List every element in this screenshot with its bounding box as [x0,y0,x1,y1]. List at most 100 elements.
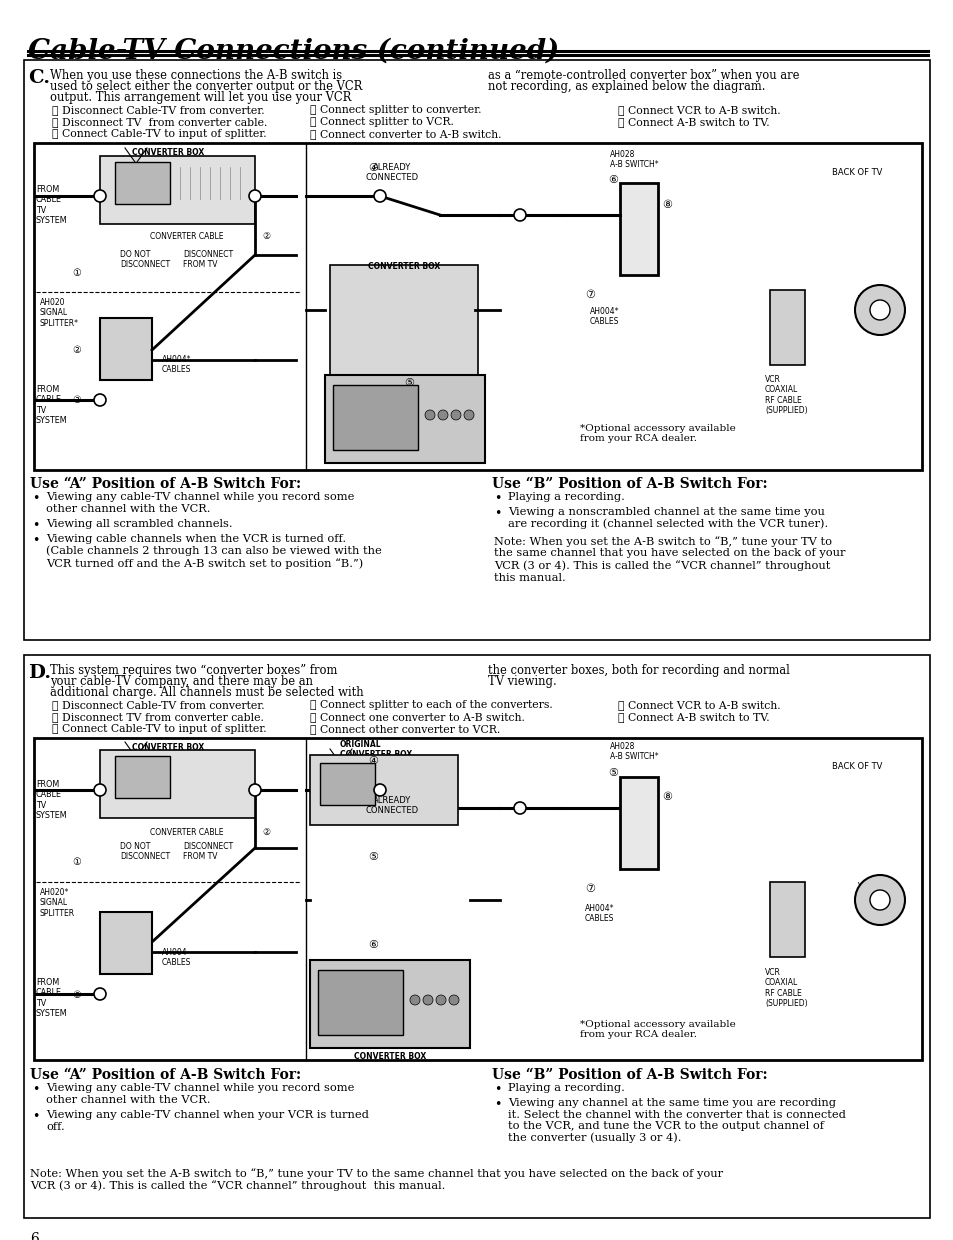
Text: AH004*
CABLES: AH004* CABLES [162,355,192,374]
Text: •: • [32,1110,39,1123]
Text: ① Disconnect Cable-TV from converter.: ① Disconnect Cable-TV from converter. [52,701,264,711]
Text: ① Disconnect Cable-TV from converter.: ① Disconnect Cable-TV from converter. [52,105,264,115]
Text: Use “B” Position of A-B Switch For:: Use “B” Position of A-B Switch For: [492,1068,767,1083]
Text: ⑦ Connect VCR to A-B switch.: ⑦ Connect VCR to A-B switch. [618,105,780,115]
Text: Viewing any channel at the same time you are recording
it. Select the channel wi: Viewing any channel at the same time you… [507,1097,845,1143]
Text: Viewing cable channels when the VCR is turned off.
(Cable channels 2 through 13 : Viewing cable channels when the VCR is t… [46,534,381,569]
Circle shape [854,285,904,335]
Text: D.: D. [28,663,51,682]
Text: Viewing any cable-TV channel while you record some
other channel with the VCR.: Viewing any cable-TV channel while you r… [46,1083,354,1105]
Text: AH028
A-B SWITCH*: AH028 A-B SWITCH* [609,150,658,170]
Text: ② Disconnect TV  from converter cable.: ② Disconnect TV from converter cable. [52,117,267,126]
Bar [115,162,170,205]
Bar [325,374,484,463]
Circle shape [94,988,106,999]
Circle shape [436,994,446,1004]
Text: CONVERTER BOX: CONVERTER BOX [354,1052,426,1061]
Text: ⑦: ⑦ [584,884,595,894]
Bar [333,384,417,450]
Text: ALREADY
CONNECTED: ALREADY CONNECTED [365,796,418,816]
Text: CONVERTER BOX: CONVERTER BOX [368,262,439,272]
Text: 6: 6 [30,1233,39,1240]
Text: FROM
CABLE
TV
SYSTEM: FROM CABLE TV SYSTEM [36,185,68,226]
Circle shape [410,994,419,1004]
Text: When you use these connections the A-B switch is: When you use these connections the A-B s… [50,69,342,82]
Text: *Optional accessory available
from your RCA dealer.: *Optional accessory available from your … [579,424,735,444]
Text: *Optional accessory available
from your RCA dealer.: *Optional accessory available from your … [579,1021,735,1039]
Circle shape [514,802,525,813]
Text: •: • [494,492,501,505]
Text: ③: ③ [71,396,81,405]
Text: used to select either the converter output or the VCR: used to select either the converter outp… [50,81,362,93]
Text: TV viewing.: TV viewing. [488,675,557,688]
Text: ④: ④ [368,162,377,174]
Text: CONVERTER CABLE: CONVERTER CABLE [150,828,223,837]
Bar [619,184,658,275]
Text: BACK OF TV: BACK OF TV [831,167,882,177]
Text: ⑤ Connect one converter to A-B switch.: ⑤ Connect one converter to A-B switch. [310,712,524,722]
Text: ⑤ Connect splitter to VCR.: ⑤ Connect splitter to VCR. [310,117,454,126]
Text: AH020*
SIGNAL
SPLITTER: AH020* SIGNAL SPLITTER [40,888,75,918]
Text: ALREADY
CONNECTED: ALREADY CONNECTED [365,162,418,182]
Text: DO NOT
DISCONNECT: DO NOT DISCONNECT [120,842,170,862]
Circle shape [869,890,889,910]
Circle shape [451,410,460,420]
Text: ⑥ Connect converter to A-B switch.: ⑥ Connect converter to A-B switch. [310,129,501,139]
Bar [34,143,921,470]
Bar [100,156,254,224]
Bar [24,60,929,640]
Text: AH004
CABLES: AH004 CABLES [162,949,192,967]
Text: ⑦: ⑦ [584,290,595,300]
Text: not recording, as explained below the diagram.: not recording, as explained below the di… [488,81,764,93]
Text: Use “A” Position of A-B Switch For:: Use “A” Position of A-B Switch For: [30,1068,301,1083]
Text: ⑧ Connect A-B switch to TV.: ⑧ Connect A-B switch to TV. [618,712,769,722]
Circle shape [514,210,525,221]
Text: VCR
COAXIAL
RF CABLE
(SUPPLIED): VCR COAXIAL RF CABLE (SUPPLIED) [764,968,807,1008]
Text: ②: ② [262,828,270,837]
Text: Viewing all scrambled channels.: Viewing all scrambled channels. [46,520,233,529]
Text: VHF
ROUND
TV JACK: VHF ROUND TV JACK [857,882,887,911]
Text: ⑤: ⑤ [403,378,414,388]
Bar [619,777,658,869]
Text: Playing a recording.: Playing a recording. [507,492,624,502]
Text: A: A [634,789,642,799]
Circle shape [422,994,433,1004]
Bar [100,317,152,379]
Text: Use “B” Position of A-B Switch For:: Use “B” Position of A-B Switch For: [492,477,767,491]
Text: ②: ② [262,232,270,241]
Text: ⑥ Connect other converter to VCR.: ⑥ Connect other converter to VCR. [310,724,499,734]
Text: Note: When you set the A-B switch to “B,” tune your TV to the same channel that : Note: When you set the A-B switch to “B,… [30,1168,722,1192]
Text: Viewing any cable-TV channel while you record some
other channel with the VCR.: Viewing any cable-TV channel while you r… [46,492,354,513]
Text: FROM
CABLE
TV
SYSTEM: FROM CABLE TV SYSTEM [36,978,68,1018]
Text: ORIGINAL
CONVERTER BOX: ORIGINAL CONVERTER BOX [339,740,412,759]
Text: the converter boxes, both for recording and normal: the converter boxes, both for recording … [488,663,789,677]
Text: ⑤: ⑤ [368,852,377,862]
Text: ⑧ Connect A-B switch to TV.: ⑧ Connect A-B switch to TV. [618,117,769,126]
Bar [100,750,254,818]
Text: ④: ④ [368,756,377,766]
Text: A: A [634,195,642,205]
Text: •: • [494,507,501,520]
Text: Playing a recording.: Playing a recording. [507,1083,624,1092]
Text: DISCONNECT
FROM TV: DISCONNECT FROM TV [183,250,233,269]
Text: AH028
A-B SWITCH*: AH028 A-B SWITCH* [609,742,658,761]
Circle shape [374,784,386,796]
Text: ⑤: ⑤ [607,768,618,777]
Text: Viewing a nonscrambled channel at the same time you
are recording it (channel se: Viewing a nonscrambled channel at the sa… [507,507,827,529]
Bar [115,756,170,799]
Text: output. This arrangement will let you use your VCR: output. This arrangement will let you us… [50,91,351,104]
Text: DISCONNECT
FROM TV: DISCONNECT FROM TV [183,842,233,862]
Text: •: • [32,1083,39,1096]
Text: ④ Connect splitter to each of the converters.: ④ Connect splitter to each of the conver… [310,701,552,711]
Bar [319,763,375,805]
Bar [100,911,152,973]
Circle shape [94,784,106,796]
Text: •: • [32,520,39,532]
Bar [769,290,804,365]
Circle shape [869,300,889,320]
Circle shape [94,394,106,405]
Text: AH004*
CABLES: AH004* CABLES [584,904,614,924]
Text: ②: ② [71,345,81,355]
Text: additional charge. All channels must be selected with: additional charge. All channels must be … [50,686,363,699]
Text: ③ Connect Cable-TV to input of splitter.: ③ Connect Cable-TV to input of splitter. [52,724,266,734]
